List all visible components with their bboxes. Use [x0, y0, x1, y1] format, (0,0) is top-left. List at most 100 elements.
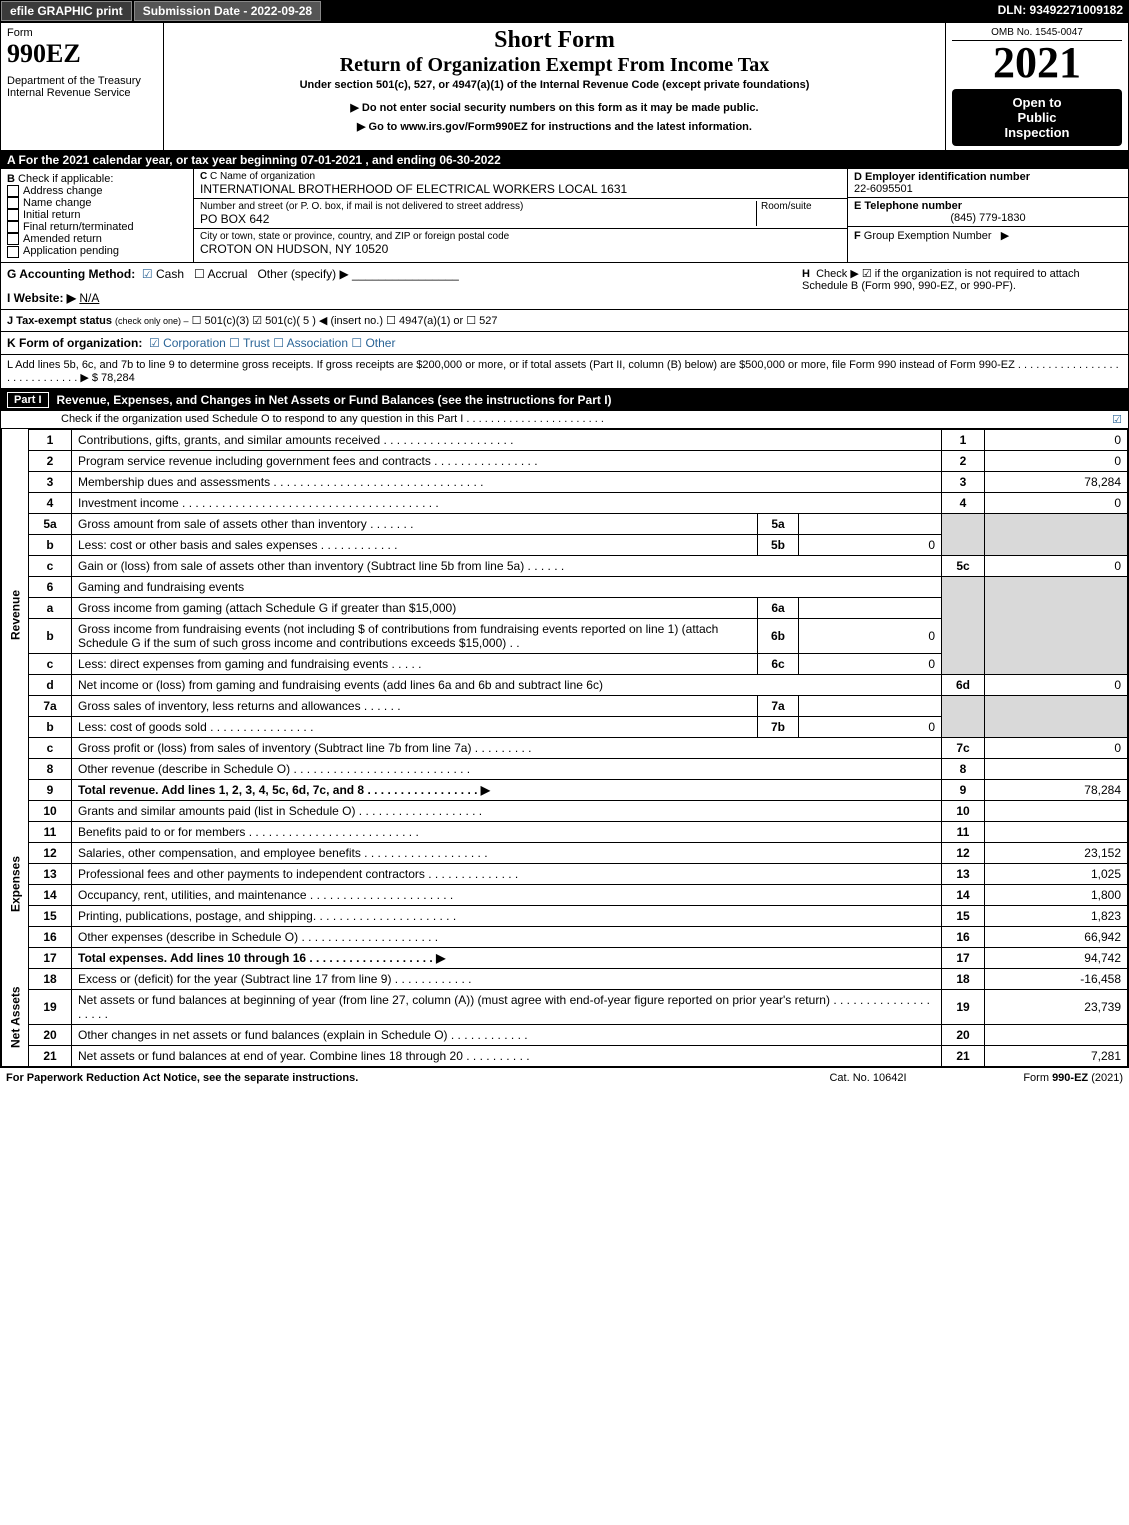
open-line3: Inspection [956, 125, 1118, 140]
line7b-subamt: 0 [799, 716, 942, 737]
accounting-other: Other (specify) ▶ [257, 267, 348, 281]
line7b-num: b [29, 716, 72, 737]
row-h-letter: H [802, 268, 810, 280]
chk-application-pending[interactable] [7, 246, 19, 258]
short-form-title: Short Form [170, 27, 939, 54]
line20-amt [985, 1024, 1128, 1045]
line4-num: 4 [29, 492, 72, 513]
line5a-subamt [799, 513, 942, 534]
addr-label: Number and street (or P. O. box, if mail… [200, 201, 756, 212]
line20-ref: 20 [942, 1024, 985, 1045]
line5c-num: c [29, 555, 72, 576]
submission-date-button[interactable]: Submission Date - 2022-09-28 [134, 1, 321, 21]
line5a-sub: 5a [758, 513, 799, 534]
line3-desc: Membership dues and assessments . . . . … [72, 471, 942, 492]
line9-ref: 9 [942, 779, 985, 800]
line2-amt: 0 [985, 450, 1128, 471]
open-to-public-box: Open to Public Inspection [952, 89, 1122, 146]
line7c-desc: Gross profit or (loss) from sales of inv… [72, 737, 942, 758]
line4-amt: 0 [985, 492, 1128, 513]
part1-num: Part I [7, 392, 49, 408]
line6b-num: b [29, 618, 72, 653]
line12-ref: 12 [942, 842, 985, 863]
line16-desc: Other expenses (describe in Schedule O) … [72, 926, 942, 947]
line17-desc: Total expenses. Add lines 10 through 16 … [72, 947, 942, 968]
line6-shade [942, 576, 985, 674]
line5a-num: 5a [29, 513, 72, 534]
accounting-cash: Cash [156, 267, 184, 281]
part1-sub-text: Check if the organization used Schedule … [61, 413, 604, 426]
chk-address-change[interactable] [7, 185, 19, 197]
form-label: Form [7, 27, 157, 39]
row-l: L Add lines 5b, 6c, and 7b to line 9 to … [1, 355, 1128, 389]
line13-desc: Professional fees and other payments to … [72, 863, 942, 884]
line7b-desc: Less: cost of goods sold . . . . . . . .… [72, 716, 758, 737]
line7a-num: 7a [29, 695, 72, 716]
box-de: D Employer identification number 22-6095… [847, 169, 1128, 262]
box-b-heading: Check if applicable: [18, 173, 113, 185]
line3-num: 3 [29, 471, 72, 492]
row-k-opts: ☑ Corporation ☐ Trust ☐ Association ☐ Ot… [149, 336, 395, 350]
row-h-text: Check ▶ ☑ if the organization is not req… [802, 268, 1080, 292]
line21-amt: 7,281 [985, 1045, 1128, 1066]
line6b-subamt: 0 [799, 618, 942, 653]
footer-left: For Paperwork Reduction Act Notice, see … [6, 1072, 793, 1084]
box-c: C C Name of organization INTERNATIONAL B… [194, 169, 847, 262]
box-b: B Check if applicable: Address change Na… [1, 169, 194, 262]
netassets-section-label: Net Assets [2, 968, 29, 1066]
warn-ssn: ▶ Do not enter social security numbers o… [170, 101, 939, 114]
room-suite-label: Room/suite [756, 201, 841, 226]
line6-shade-amt [985, 576, 1128, 674]
name-label: C C Name of organization [200, 171, 841, 182]
row-j-label: J Tax-exempt status [7, 315, 112, 327]
lbl-address-change: Address change [23, 185, 103, 197]
chk-amended-return[interactable] [7, 233, 19, 245]
line10-num: 10 [29, 800, 72, 821]
row-g-label: G Accounting Method: [7, 267, 135, 281]
line6d-num: d [29, 674, 72, 695]
line5ab-shade-amt [985, 513, 1128, 555]
open-line1: Open to [956, 95, 1118, 110]
line6d-amt: 0 [985, 674, 1128, 695]
line19-ref: 19 [942, 989, 985, 1024]
line5b-desc: Less: cost or other basis and sales expe… [72, 534, 758, 555]
accounting-accrual: Accrual [207, 267, 247, 281]
line7a-subamt [799, 695, 942, 716]
line5b-num: b [29, 534, 72, 555]
footer: For Paperwork Reduction Act Notice, see … [0, 1068, 1129, 1088]
line5b-subamt: 0 [799, 534, 942, 555]
part1-sub: Check if the organization used Schedule … [1, 411, 1128, 429]
line9-amt: 78,284 [985, 779, 1128, 800]
phone-value: (845) 779-1830 [854, 212, 1122, 224]
line15-ref: 15 [942, 905, 985, 926]
warn-link: ▶ Go to www.irs.gov/Form990EZ for instru… [170, 120, 939, 133]
form-number: 990EZ [7, 39, 157, 69]
line7ab-shade-amt [985, 695, 1128, 737]
dept-label: Department of the Treasury [7, 75, 157, 87]
website-value: N/A [79, 291, 99, 305]
line9-num: 9 [29, 779, 72, 800]
line1-desc: Contributions, gifts, grants, and simila… [72, 429, 942, 450]
chk-name-change[interactable] [7, 197, 19, 209]
line19-num: 19 [29, 989, 72, 1024]
lbl-application-pending: Application pending [23, 245, 119, 257]
row-j-sub: (check only one) – [115, 316, 189, 326]
line5a-desc: Gross amount from sale of assets other t… [72, 513, 758, 534]
line1-num: 1 [29, 429, 72, 450]
chk-initial-return[interactable] [7, 209, 19, 221]
part1-schedule-o-check[interactable]: ☑ [1112, 413, 1122, 426]
section-bcde: B Check if applicable: Address change Na… [1, 169, 1128, 263]
line7ab-shade [942, 695, 985, 737]
line6d-ref: 6d [942, 674, 985, 695]
line7a-desc: Gross sales of inventory, less returns a… [72, 695, 758, 716]
efile-print-button[interactable]: efile GRAPHIC print [1, 1, 132, 21]
line9-desc: Total revenue. Add lines 1, 2, 3, 4, 5c,… [72, 779, 942, 800]
line13-num: 13 [29, 863, 72, 884]
line14-desc: Occupancy, rent, utilities, and maintena… [72, 884, 942, 905]
footer-catalog: Cat. No. 10642I [793, 1072, 943, 1084]
line11-ref: 11 [942, 821, 985, 842]
line11-num: 11 [29, 821, 72, 842]
line12-num: 12 [29, 842, 72, 863]
line15-num: 15 [29, 905, 72, 926]
chk-final-return[interactable] [7, 221, 19, 233]
